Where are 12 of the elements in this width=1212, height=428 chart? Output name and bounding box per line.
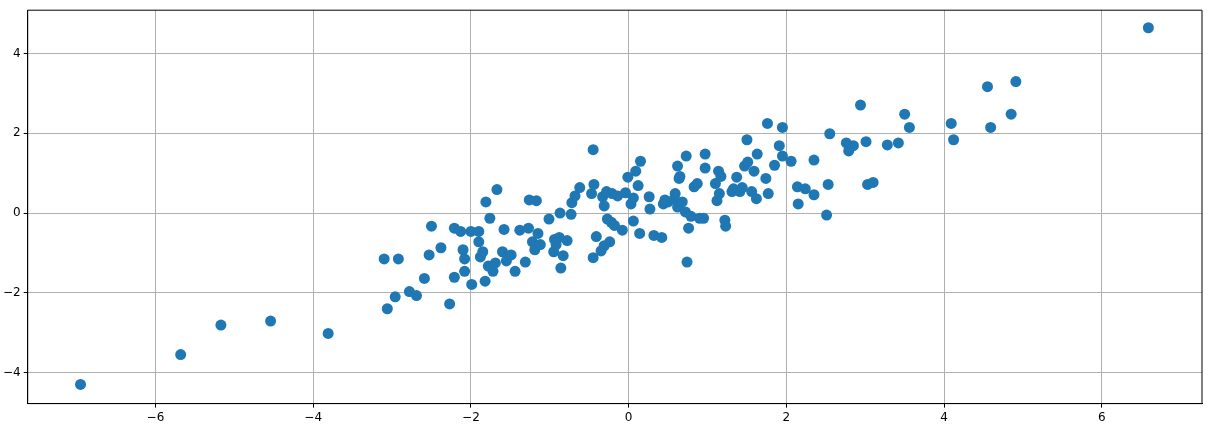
y-tick-label: −2 [2,284,21,299]
y-tick-label: 4 [13,45,21,60]
x-tick-label: −4 [304,409,323,424]
x-tick-label: 0 [624,409,633,424]
x-tick-label: −2 [462,409,480,424]
x-tick-label: 4 [940,409,948,424]
x-tick-label: 2 [782,409,791,424]
y-tick-label: 2 [13,125,21,140]
y-tick-label: −4 [2,364,21,379]
x-tick-label: 6 [1098,409,1106,424]
y-tick-label: 0 [13,205,21,220]
x-tick-label: −6 [146,409,165,424]
